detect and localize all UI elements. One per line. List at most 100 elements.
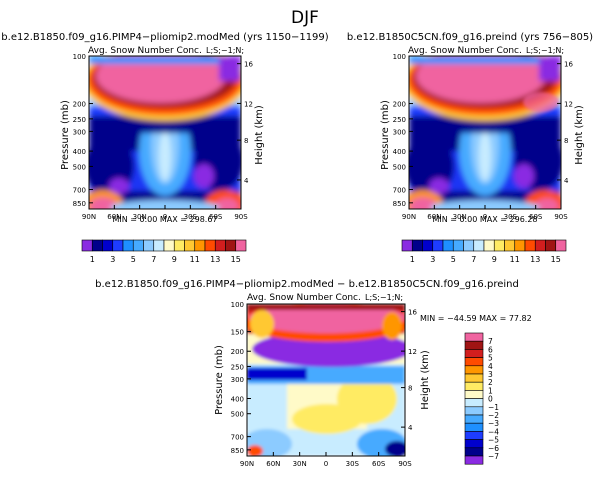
colorbar-label: −6 bbox=[488, 444, 499, 453]
colorbar-label: 9 bbox=[172, 255, 177, 264]
colorbar-label: 0 bbox=[488, 395, 493, 404]
y-tick-label: 200 bbox=[73, 101, 86, 109]
colorbar-swatch bbox=[464, 431, 484, 440]
panel-a-subtitle: Avg. Snow Number Conc. bbox=[88, 46, 202, 56]
colorbar-swatch bbox=[204, 239, 216, 252]
y-right-tick-label: 8 bbox=[244, 137, 248, 145]
x-tick-label: 90S bbox=[234, 213, 248, 221]
colorbar-label: 4 bbox=[488, 362, 493, 371]
panel-a-ylabel-right: Height (km) bbox=[254, 105, 265, 165]
y-tick-label: 700 bbox=[231, 434, 244, 442]
colorbar-swatch bbox=[464, 398, 484, 408]
panel-b-colorbar: 1 3 5 7 9 11 13 15 bbox=[401, 239, 567, 264]
colorbar-swatch bbox=[463, 239, 475, 252]
panel-b-stats: MIN = 0.00 MAX = 296.28 bbox=[432, 215, 537, 224]
colorbar-label: 5 bbox=[131, 255, 136, 264]
y-tick-label: 100 bbox=[73, 53, 86, 61]
colorbar-label: 15 bbox=[231, 255, 241, 264]
colorbar-label: 7 bbox=[151, 255, 156, 264]
panel-c-field bbox=[247, 304, 405, 456]
y-tick-label: 400 bbox=[393, 148, 406, 156]
colorbar-swatch bbox=[432, 239, 444, 252]
x-tick-label: 0 bbox=[163, 213, 167, 221]
colorbar-label: 7 bbox=[488, 337, 493, 346]
y-right-tick-label: 12 bbox=[408, 348, 417, 356]
colorbar-swatch bbox=[91, 239, 103, 252]
colorbar-swatch bbox=[153, 239, 165, 252]
panel-c-ticks: 90N 60N 30N 0 30S 60S 90S 100 150 200 250 300 400 500… bbox=[231, 301, 418, 468]
panel-b-ylabel: Pressure (mb) bbox=[380, 100, 391, 170]
panel-c-stats: MIN = −44.59 MAX = 77.82 bbox=[420, 314, 532, 323]
x-tick-label: 60N bbox=[427, 213, 441, 221]
colorbar-label: 1 bbox=[90, 255, 95, 264]
colorbar-swatch bbox=[464, 373, 484, 383]
x-tick-label: 30N bbox=[293, 460, 307, 468]
x-tick-label: 30S bbox=[184, 213, 198, 221]
x-tick-label: 60N bbox=[266, 460, 280, 468]
colorbar-label: 11 bbox=[190, 255, 200, 264]
colorbar-swatch bbox=[545, 239, 557, 252]
x-tick-label: 90N bbox=[82, 213, 96, 221]
y-tick-label: 200 bbox=[393, 101, 406, 109]
y-tick-label: 700 bbox=[73, 187, 86, 195]
panel-a-colorbar: 1 3 5 7 9 11 13 15 bbox=[81, 239, 247, 264]
y-right-tick-label: 12 bbox=[564, 100, 573, 108]
colorbar-swatch bbox=[464, 365, 484, 375]
colorbar-swatch bbox=[235, 239, 247, 252]
colorbar-swatch bbox=[194, 239, 206, 252]
x-tick-label: 60N bbox=[107, 213, 121, 221]
panel-b-field bbox=[409, 56, 561, 209]
panel-a: b.e12.B1850.f09_g16.PIMP4−pliomip2.modMe… bbox=[1, 32, 328, 264]
colorbar-swatch bbox=[473, 239, 485, 252]
colorbar-label: −1 bbox=[488, 403, 499, 412]
colorbar-swatch bbox=[81, 239, 93, 252]
panel-b-title: b.e12.B1850C5CN.f09_g16.preind (yrs 756−… bbox=[347, 32, 593, 43]
x-tick-label: 0 bbox=[324, 460, 328, 468]
x-tick-label: 30N bbox=[133, 213, 147, 221]
y-right-tick-label: 16 bbox=[408, 309, 417, 317]
colorbar-label: 5 bbox=[488, 354, 493, 363]
y-tick-label: 400 bbox=[73, 148, 86, 156]
colorbar-label: 13 bbox=[210, 255, 220, 264]
colorbar-swatch bbox=[504, 239, 516, 252]
colorbar-label: −4 bbox=[488, 427, 499, 436]
colorbar-swatch bbox=[534, 239, 546, 252]
x-tick-label: 90S bbox=[398, 460, 412, 468]
colorbar-label: 2 bbox=[488, 378, 493, 387]
colorbar-swatch bbox=[464, 414, 484, 424]
colorbar-swatch bbox=[464, 357, 484, 367]
y-tick-label: 500 bbox=[73, 163, 86, 171]
panel-a-stats: MIN = 0.00 MAX = 298.67 bbox=[112, 215, 217, 224]
colorbar-swatch bbox=[422, 239, 434, 252]
colorbar-label: 1 bbox=[488, 386, 493, 395]
panel-a-units: L;S;−1;N; bbox=[206, 46, 244, 55]
y-right-tick-label: 4 bbox=[244, 177, 249, 185]
colorbar-swatch bbox=[464, 447, 484, 457]
colorbar-swatch bbox=[464, 406, 484, 416]
colorbar-swatch bbox=[401, 239, 413, 252]
panel-a-field bbox=[89, 56, 241, 209]
colorbar-swatch bbox=[464, 349, 484, 358]
colorbar-swatch bbox=[225, 239, 237, 252]
colorbar-label: 3 bbox=[110, 255, 115, 264]
y-right-tick-label: 4 bbox=[408, 424, 413, 432]
colorbar-label: −5 bbox=[488, 436, 499, 445]
colorbar-label: −2 bbox=[488, 411, 499, 420]
colorbar-swatch bbox=[555, 239, 567, 252]
page-title: DJF bbox=[291, 8, 319, 28]
colorbar-swatch bbox=[102, 239, 114, 252]
colorbar-label: 7 bbox=[471, 255, 476, 264]
panel-b-subtitle: Avg. Snow Number Conc. bbox=[408, 46, 522, 56]
y-tick-label: 500 bbox=[231, 411, 244, 419]
colorbar-label: 6 bbox=[488, 345, 493, 354]
x-tick-label: 60S bbox=[529, 213, 543, 221]
y-tick-label: 100 bbox=[231, 301, 244, 309]
panel-b-ylabel-right: Height (km) bbox=[574, 105, 585, 165]
x-tick-label: 30S bbox=[346, 460, 360, 468]
x-tick-label: 90N bbox=[402, 213, 416, 221]
colorbar-swatch bbox=[122, 239, 134, 252]
colorbar-swatch bbox=[173, 239, 185, 252]
y-right-tick-label: 8 bbox=[564, 137, 568, 145]
y-right-tick-label: 12 bbox=[244, 100, 253, 108]
